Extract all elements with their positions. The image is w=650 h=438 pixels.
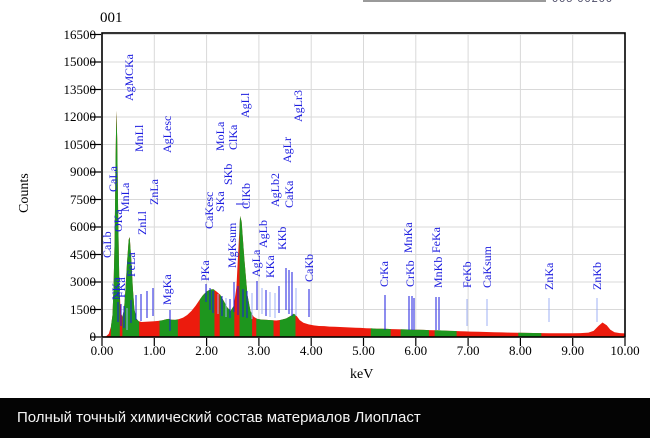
- x-axis-title: keV: [350, 367, 374, 382]
- y-tick-label: 3000: [70, 274, 96, 289]
- peak-label-clka: ClKa: [226, 124, 240, 150]
- peak-label-oka: OKa: [111, 209, 125, 232]
- caption-text: Полный точный химический состав материал…: [17, 409, 421, 426]
- peak-label-agla: AgLa: [249, 249, 263, 277]
- peak-label-znla: ZnLa: [147, 179, 161, 205]
- y-tick-label: 13500: [63, 81, 97, 97]
- peak-label-crka: CrKa: [377, 261, 391, 287]
- chart-title: 001: [100, 10, 123, 26]
- x-tick-label: 7.00: [456, 343, 480, 358]
- peak-label-cka: CKa: [122, 54, 136, 76]
- y-tick-label: 7500: [70, 191, 96, 207]
- x-tick-label: 4.00: [299, 343, 323, 358]
- peak-label-znkb: ZnKb: [590, 262, 604, 290]
- eds-spectrum-plot: [91, 32, 626, 346]
- x-tick-label: 6.00: [404, 343, 428, 358]
- peak-label-znka: ZnKa: [542, 262, 556, 290]
- peak-label-aglb2: AgLb2: [268, 173, 282, 207]
- peak-label-mnkb: MnKb: [431, 256, 445, 288]
- peak-label-agm: AgM: [122, 75, 136, 101]
- y-tick-label: 6000: [70, 219, 96, 234]
- peak-label-skb: SKb: [221, 163, 235, 185]
- x-tick-label: 8.00: [509, 343, 532, 358]
- peak-label-mgksum: MgKsum: [225, 222, 239, 268]
- peak-label-aglesc: AgLesc: [160, 115, 174, 153]
- peak-label-aglr3: AgLr3: [291, 90, 305, 122]
- peak-label-mnll: MnLl: [132, 124, 146, 152]
- peak-label-caka: CaKa: [282, 180, 296, 208]
- plot-frame: [101, 32, 626, 338]
- x-tick-label: 0.00: [90, 343, 114, 358]
- peak-label-aglr: AgLr: [280, 137, 294, 163]
- peak-label-feka: FeKa: [429, 227, 443, 253]
- x-tick-label: 1.00: [142, 343, 166, 358]
- y-tick-label: 1500: [70, 301, 96, 317]
- x-tick-label: 10.00: [610, 343, 640, 358]
- y-tick-label: 9000: [70, 164, 96, 179]
- peak-label-fekb: FeKb: [460, 261, 474, 288]
- peak-label-znll: ZnLl: [135, 211, 149, 235]
- peak-label-kka: KKa: [263, 255, 277, 278]
- peak-label-crkb: CrKb: [403, 260, 417, 287]
- peak-label-kkb: KKb: [275, 226, 289, 250]
- y-tick-label: 12000: [63, 109, 97, 124]
- peak-label-clkb: ClKb: [239, 182, 253, 209]
- clipped-header-text: 005 00200: [552, 0, 613, 5]
- x-tick-label: 5.00: [352, 343, 375, 358]
- x-tick-label: 9.00: [561, 343, 585, 358]
- peak-label-calb: CaLb: [100, 231, 114, 258]
- peak-label-aglb: AgLb: [256, 220, 270, 248]
- x-tick-label: 3.00: [247, 343, 271, 358]
- peak-label-mnka: MnKa: [401, 222, 415, 253]
- caption-bar: Полный точный химический состав материал…: [0, 398, 650, 438]
- peak-label-cakb: CaKb: [302, 254, 316, 282]
- y-tick-label: 0: [89, 329, 97, 344]
- peak-label-agll: AgLl: [238, 92, 252, 118]
- peak-label-caksum: CaKsum: [480, 246, 494, 288]
- x-tick-label: 2.00: [195, 343, 218, 358]
- peak-label-mgka: MgKa: [160, 274, 174, 305]
- window-edge-line: [363, 0, 546, 2]
- y-tick-label: 16500: [63, 26, 97, 42]
- y-tick-label: 10500: [63, 136, 97, 152]
- peak-label-pka: PKa: [198, 260, 212, 281]
- y-tick-label: 15000: [63, 54, 97, 69]
- y-tick-label: 4500: [70, 246, 96, 262]
- peak-label-mnla: MnLa: [118, 182, 132, 212]
- peak-label-fka: FKa: [114, 277, 128, 298]
- peak-label-ska: SKa: [213, 191, 227, 212]
- peak-label-fela: FeLa: [124, 252, 138, 277]
